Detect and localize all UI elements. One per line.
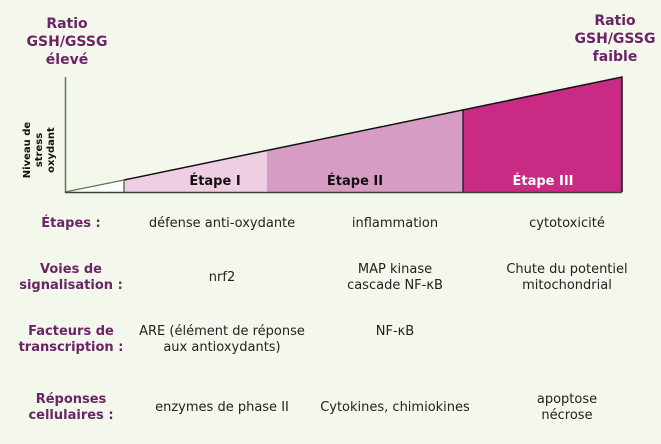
table-cell: défense anti-oxydante <box>127 216 317 232</box>
table-cell: inflammation <box>300 216 490 232</box>
table-cell: ARE (élément de réponse aux antioxydants) <box>127 324 317 356</box>
table-cell: Cytokines, chimiokines <box>300 400 490 416</box>
ratio-line: GSH/GSSG <box>574 31 656 47</box>
table-cell: apoptose nécrose <box>472 392 661 424</box>
row-label-line: Étapes : <box>41 216 101 231</box>
row-label-line: Voies de <box>40 262 102 277</box>
row-label-line: transcription : <box>18 340 124 355</box>
cell-line: apoptose <box>536 392 598 407</box>
cell-line: Chute du potentiel <box>506 262 628 277</box>
slope-start <box>64 179 125 193</box>
table-cell: MAP kinase cascade NF-κB <box>300 262 490 294</box>
ratio-line: faible <box>592 49 638 65</box>
row-label-line: Réponses <box>35 392 107 407</box>
row-label-line: Facteurs de <box>28 324 114 339</box>
ratio-line: Ratio <box>594 13 636 29</box>
cell-line: nécrose <box>541 408 593 423</box>
ratio-line: GSH/GSSG <box>26 34 108 50</box>
row-label: Réponses cellulaires : <box>8 392 134 424</box>
row-label-line: signalisation : <box>19 278 123 293</box>
row-label: Étapes : <box>8 216 134 232</box>
row-label: Voies de signalisation : <box>8 262 134 294</box>
cell-line: inflammation <box>351 216 439 231</box>
cell-line: ARE (élément de réponse <box>139 324 305 339</box>
cell-line: aux antioxydants) <box>163 340 281 355</box>
cell-line: enzymes de phase II <box>155 400 289 415</box>
stage-1-region <box>124 150 267 192</box>
ratio-low-label: Ratio GSH/GSSG faible <box>570 12 660 66</box>
table-cell: enzymes de phase II <box>127 400 317 416</box>
table-cell: Chute du potentiel mitochondrial <box>472 262 661 294</box>
row-label-line: cellulaires : <box>28 408 114 423</box>
cell-line: NF-κB <box>375 324 415 339</box>
cell-line: cytotoxicité <box>529 216 605 231</box>
stage-3-label: Étape III <box>512 174 574 189</box>
stage-1-label: Étape I <box>189 174 241 189</box>
cell-line: cascade NF-κB <box>347 278 443 293</box>
table-cell: NF-κB <box>300 324 490 340</box>
stage-2-label: Étape II <box>326 174 384 189</box>
cell-line: défense anti-oxydante <box>148 216 296 231</box>
stress-wedge <box>64 76 623 194</box>
cell-line: nrf2 <box>208 270 236 285</box>
cell-line: mitochondrial <box>522 278 612 293</box>
row-label: Facteurs de transcription : <box>8 324 134 356</box>
stage-2-region <box>267 110 463 192</box>
table-cell: nrf2 <box>127 270 317 286</box>
cell-line: MAP kinase <box>357 262 433 277</box>
slope-line <box>123 76 623 192</box>
ratio-high-label: Ratio GSH/GSSG élevé <box>22 15 112 69</box>
table-cell: cytotoxicité <box>472 216 661 232</box>
cell-line: Cytokines, chimiokines <box>320 400 470 415</box>
stage-3-region <box>463 77 622 192</box>
ratio-line: élevé <box>45 52 89 68</box>
ratio-line: Ratio <box>46 16 88 32</box>
